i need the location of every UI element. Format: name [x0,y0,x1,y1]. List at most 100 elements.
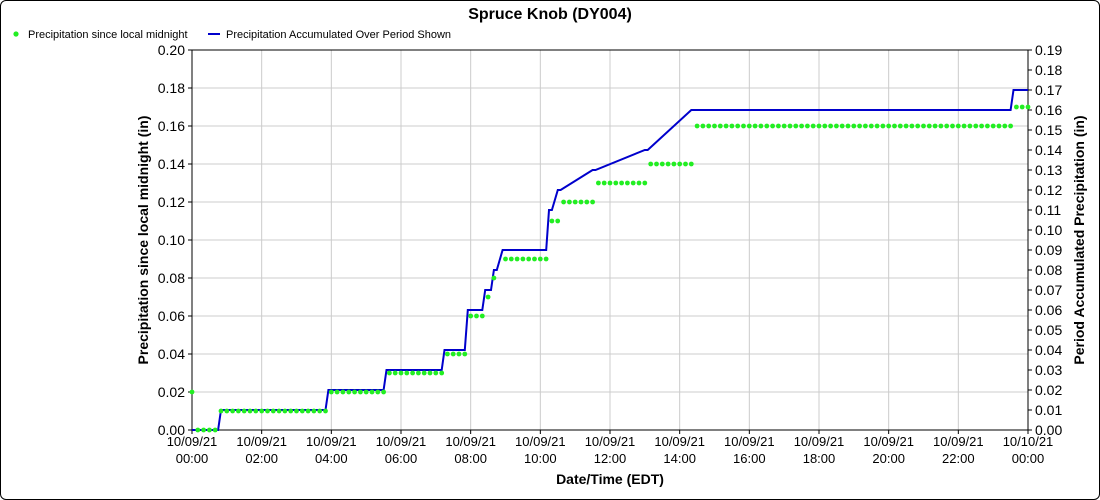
precip-since-midnight-point [897,123,903,129]
precip-since-midnight-point [311,408,317,414]
precip-since-midnight-point [404,370,410,376]
right-axis-label: Period Accumulated Precipitation (in) [1071,115,1087,364]
left-axis: 0.00 0.02 0.04 0.06 0.08 0.10 0.12 0.14 0.16 0.18… [158,42,192,438]
precip-since-midnight-point [642,180,648,186]
x-axis-label: Date/Time (EDT) [556,471,664,487]
x-tick-date-label: 10/09/21 [794,434,845,449]
left-tick-label: 0.12 [158,194,185,210]
precip-since-midnight-point [421,370,427,376]
precip-since-midnight-point [276,408,282,414]
precip-since-midnight-point [247,408,253,414]
precip-since-midnight-point [863,123,868,129]
x-tick-date-label: 10/09/21 [585,434,636,449]
precip-since-midnight-point [799,123,804,129]
precip-since-midnight-point [445,351,450,357]
precip-since-midnight-point [671,161,677,167]
precip-since-midnight-point [468,313,474,319]
precip-since-midnight-point [549,218,555,224]
precip-since-midnight-point [607,180,613,186]
precip-since-midnight-point [793,123,799,129]
precip-since-midnight-point [305,408,311,414]
precip-since-midnight-point [189,389,195,395]
precip-since-midnight-point [212,427,218,433]
precip-since-midnight-point [224,408,230,414]
precip-since-midnight-point [323,408,328,414]
precip-since-midnight-point [369,389,375,395]
precip-since-midnight-point [596,180,601,186]
precip-since-midnight-point [439,370,445,376]
precip-since-midnight-point [218,408,224,414]
right-tick-label: 0.10 [1035,222,1062,238]
precip-since-midnight-point [938,123,944,129]
precip-since-midnight-point [979,123,984,129]
precip-since-midnight-point [410,370,415,376]
precip-since-midnight-point [567,199,572,205]
x-tick-time-label: 06:00 [385,451,418,466]
precip-since-midnight-point [636,180,642,186]
x-tick-time-label: 20:00 [872,451,905,466]
precip-since-midnight-point [601,180,607,186]
right-tick-label: 0.07 [1035,282,1062,298]
x-tick-date-label: 10/09/21 [933,434,984,449]
x-tick-date-label: 10/09/21 [863,434,914,449]
legend: Precipitation since local midnight Preci… [13,29,451,41]
precip-since-midnight-point [363,389,369,395]
precip-since-midnight-point [572,199,578,205]
left-tick-label: 0.16 [158,118,185,134]
precip-since-midnight-point [880,123,886,129]
right-tick-label: 0.01 [1035,402,1062,418]
x-tick-time-label: 02:00 [245,451,278,466]
x-tick-time-label: 16:00 [733,451,766,466]
left-tick-label: 0.00 [158,422,185,438]
precip-since-midnight-point [961,123,967,129]
right-tick-label: 0.00 [1035,422,1062,438]
precip-since-midnight-point [259,408,265,414]
left-tick-label: 0.18 [158,80,185,96]
precip-since-midnight-point [741,123,746,129]
left-tick-label: 0.08 [158,270,185,286]
precip-since-midnight-point [288,408,294,414]
precip-since-midnight-point [996,123,1002,129]
left-tick-label: 0.10 [158,232,185,248]
left-tick-label: 0.14 [158,156,185,172]
series-precip-since-midnight [189,104,1031,433]
left-tick-label: 0.06 [158,308,185,324]
precip-since-midnight-point [926,123,932,129]
precip-since-midnight-point [752,123,758,129]
legend-label-period-accumulated: Precipitation Accumulated Over Period Sh… [226,29,451,41]
precip-since-midnight-point [688,161,694,167]
precip-since-midnight-point [317,408,323,414]
right-tick-label: 0.15 [1035,122,1062,138]
left-axis-label: Precipitation since local midnight (in) [135,116,151,365]
x-tick-time-label: 00:00 [176,451,209,466]
precip-since-midnight-point [868,123,874,129]
precip-since-midnight-point [654,161,659,167]
precip-since-midnight-point [207,427,212,433]
x-tick-date-label: 10/09/21 [167,434,218,449]
precip-since-midnight-point [816,123,822,129]
precip-since-midnight-point [857,123,862,129]
x-tick-time-label: 10:00 [524,451,557,466]
precip-since-midnight-point [822,123,828,129]
precip-since-midnight-point [932,123,938,129]
precip-since-midnight-point [474,313,479,319]
precip-since-midnight-point [944,123,950,129]
precip-since-midnight-point [967,123,973,129]
precip-since-midnight-point [659,161,665,167]
precip-since-midnight-point [712,123,717,129]
precip-since-midnight-point [810,123,816,129]
gridlines [191,49,1029,431]
right-tick-label: 0.14 [1035,142,1062,158]
x-tick-date-label: 10/09/21 [306,434,357,449]
precip-since-midnight-point [485,294,491,300]
precip-since-midnight-point [1025,104,1031,110]
precip-since-midnight-point [328,389,334,395]
precip-since-midnight-point [706,123,712,129]
precip-since-midnight-point [781,123,787,129]
right-tick-label: 0.04 [1035,342,1062,358]
precip-since-midnight-point [427,370,433,376]
precip-since-midnight-point [776,123,781,129]
chart-title: Spruce Knob (DY004) [468,6,632,23]
precip-since-midnight-point [892,123,897,129]
